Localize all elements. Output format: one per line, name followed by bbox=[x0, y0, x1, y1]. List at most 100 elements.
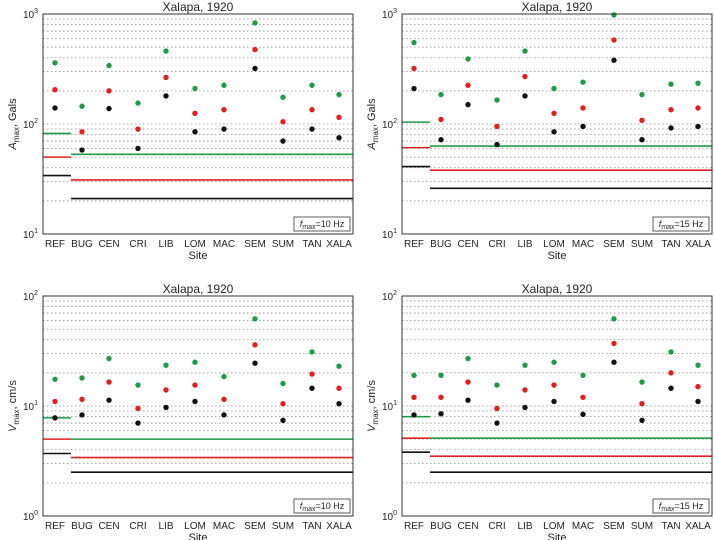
data-point-green-tan bbox=[668, 81, 674, 87]
data-point-black-sum bbox=[280, 417, 286, 424]
data-point-black-sem bbox=[252, 65, 258, 72]
data-point-green-xala bbox=[695, 362, 701, 368]
data-point-green-cen bbox=[106, 62, 112, 69]
x-tick-label-ref: REF bbox=[404, 239, 424, 250]
data-point-green-mac bbox=[221, 82, 227, 88]
data-point-red-cen bbox=[465, 379, 471, 385]
data-point-black-lib bbox=[522, 93, 528, 99]
data-point-red-cen bbox=[106, 88, 112, 94]
data-point-black-mac bbox=[221, 126, 227, 132]
data-point-red-xala bbox=[695, 383, 701, 390]
data-point-black-sum bbox=[639, 136, 645, 143]
data-point-green-sum bbox=[280, 380, 286, 387]
x-tick-label-lom: LOM bbox=[543, 521, 565, 532]
data-point-red-ref bbox=[411, 394, 417, 400]
chart-panel-3: Xalapa, 1920 100 101 102 Vmax, cm/s REF BUG CEN… bbox=[7, 282, 354, 540]
data-point-black-cri bbox=[135, 420, 141, 426]
data-point-black-tan bbox=[309, 126, 315, 132]
data-point-red-sem bbox=[252, 46, 258, 53]
data-point-black-cri bbox=[494, 420, 500, 426]
data-point-red-xala bbox=[336, 114, 342, 121]
data-point-red-cri bbox=[494, 405, 500, 412]
data-point-black-xala bbox=[695, 123, 701, 130]
data-point-green-lib bbox=[522, 48, 528, 54]
data-point-black-mac bbox=[221, 412, 227, 418]
data-point-black-lib bbox=[163, 93, 169, 99]
y-tick-label-3: 102 bbox=[382, 290, 397, 303]
annotation-box bbox=[652, 216, 710, 232]
x-tick-label-mac: MAC bbox=[213, 521, 235, 532]
data-point-green-bug bbox=[438, 372, 444, 379]
data-point-green-xala bbox=[336, 91, 342, 98]
data-point-green-lom bbox=[551, 85, 557, 92]
x-tick-label-mac: MAC bbox=[572, 239, 594, 250]
data-point-black-lom bbox=[192, 129, 198, 135]
data-point-red-mac bbox=[580, 105, 586, 111]
data-point-black-sum bbox=[280, 138, 286, 144]
data-point-red-sem bbox=[611, 340, 617, 347]
data-point-black-cen bbox=[465, 101, 471, 108]
data-point-black-sem bbox=[611, 359, 617, 365]
data-point-red-lib bbox=[163, 74, 169, 81]
data-point-black-lib bbox=[163, 404, 169, 411]
annotation-box bbox=[293, 216, 351, 232]
x-tick-label-bug: BUG bbox=[71, 239, 93, 250]
x-tick-label-lib: LIB bbox=[158, 239, 173, 250]
data-point-green-mac bbox=[580, 372, 586, 379]
x-tick-label-sem: SEM bbox=[603, 521, 625, 532]
data-point-black-cen bbox=[106, 397, 112, 403]
data-point-red-mac bbox=[221, 396, 227, 403]
data-point-black-cri bbox=[494, 141, 500, 148]
x-tick-label-xala: XALA bbox=[685, 521, 711, 532]
data-point-green-bug bbox=[79, 375, 85, 381]
data-point-black-sem bbox=[611, 57, 617, 63]
data-point-green-sem bbox=[252, 20, 258, 26]
x-tick-label-cri: CRI bbox=[129, 521, 146, 532]
x-tick-label-cen: CEN bbox=[98, 521, 119, 532]
data-point-red-xala bbox=[695, 105, 701, 111]
data-point-black-lom bbox=[192, 398, 198, 405]
data-point-red-lom bbox=[551, 110, 557, 117]
data-point-red-ref bbox=[52, 398, 58, 405]
annotation-box bbox=[652, 498, 710, 514]
data-point-black-tan bbox=[309, 385, 315, 391]
data-point-red-tan bbox=[668, 370, 674, 376]
x-axis-label: Site bbox=[189, 250, 208, 262]
x-tick-label-bug: BUG bbox=[430, 239, 452, 250]
x-tick-label-cen: CEN bbox=[98, 239, 119, 250]
data-point-green-ref bbox=[411, 372, 417, 379]
y-tick-label-2: 101 bbox=[382, 400, 397, 413]
x-axis-label: Site bbox=[189, 532, 208, 540]
y-tick-label-3: 102 bbox=[23, 290, 38, 303]
data-point-red-ref bbox=[52, 87, 58, 93]
x-axis-label: Site bbox=[548, 532, 567, 540]
data-point-green-lom bbox=[192, 85, 198, 92]
data-point-black-ref bbox=[411, 412, 417, 418]
data-point-green-xala bbox=[336, 363, 342, 369]
x-tick-label-lom: LOM bbox=[543, 239, 565, 250]
data-point-black-tan bbox=[668, 385, 674, 391]
data-point-black-ref bbox=[52, 105, 58, 111]
data-point-red-lom bbox=[192, 382, 198, 388]
x-tick-label-bug: BUG bbox=[430, 521, 452, 532]
data-point-green-mac bbox=[580, 79, 586, 85]
x-tick-label-ref: REF bbox=[45, 521, 65, 532]
data-point-red-sum bbox=[639, 117, 645, 124]
data-point-red-cen bbox=[106, 379, 112, 385]
data-point-black-ref bbox=[52, 415, 58, 421]
x-tick-label-tan: TAN bbox=[302, 521, 321, 532]
y-axis-label: Vmax, cm/s bbox=[366, 380, 380, 432]
y-tick-label-2: 101 bbox=[23, 400, 38, 413]
data-point-red-ref bbox=[411, 65, 417, 72]
data-point-green-sem bbox=[252, 316, 258, 322]
y-tick-label-1: 101 bbox=[382, 228, 397, 241]
y-tick-label-3: 103 bbox=[23, 8, 38, 21]
y-tick-label-2: 102 bbox=[23, 118, 38, 131]
x-tick-label-lib: LIB bbox=[158, 521, 173, 532]
data-point-green-lom bbox=[192, 359, 198, 365]
x-tick-label-sum: SUM bbox=[631, 239, 653, 250]
data-point-black-cri bbox=[135, 145, 141, 152]
chart-panel-4: Xalapa, 1920 100 101 102 Vmax, cm/s REF BUG CEN… bbox=[366, 282, 713, 540]
data-point-red-lib bbox=[522, 387, 528, 393]
x-tick-label-xala: XALA bbox=[326, 521, 352, 532]
